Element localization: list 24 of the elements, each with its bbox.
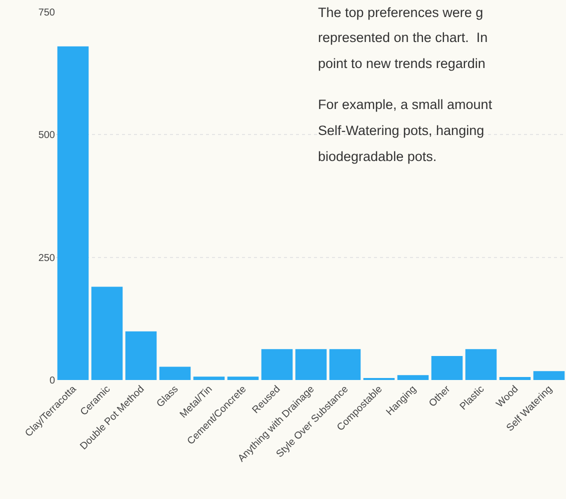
bar bbox=[397, 375, 429, 380]
annotation: point to new trends regardin bbox=[318, 56, 486, 71]
annotation: For example, a small amount bbox=[318, 97, 492, 112]
bar bbox=[431, 356, 463, 380]
bar bbox=[125, 331, 157, 380]
bar bbox=[499, 377, 531, 380]
y-tick-label: 500 bbox=[38, 130, 56, 142]
bar bbox=[465, 349, 497, 380]
bar bbox=[261, 349, 293, 380]
bar bbox=[91, 286, 123, 380]
annotation: biodegradable pots. bbox=[318, 149, 437, 164]
y-tick-label: 0 bbox=[49, 376, 56, 386]
annotation: represented on the chart. In bbox=[318, 30, 488, 45]
y-tick-label: 250 bbox=[38, 252, 56, 264]
bar bbox=[295, 349, 327, 380]
bar bbox=[193, 376, 225, 380]
bar bbox=[57, 46, 89, 380]
bar bbox=[227, 376, 259, 380]
bar bbox=[329, 349, 361, 380]
bar bbox=[159, 366, 191, 380]
bar bbox=[533, 371, 565, 380]
y-tick-label: 750 bbox=[38, 8, 56, 18]
annotation: The top preferences were g bbox=[318, 5, 484, 20]
annotation: Self-Watering pots, hanging bbox=[318, 123, 484, 138]
